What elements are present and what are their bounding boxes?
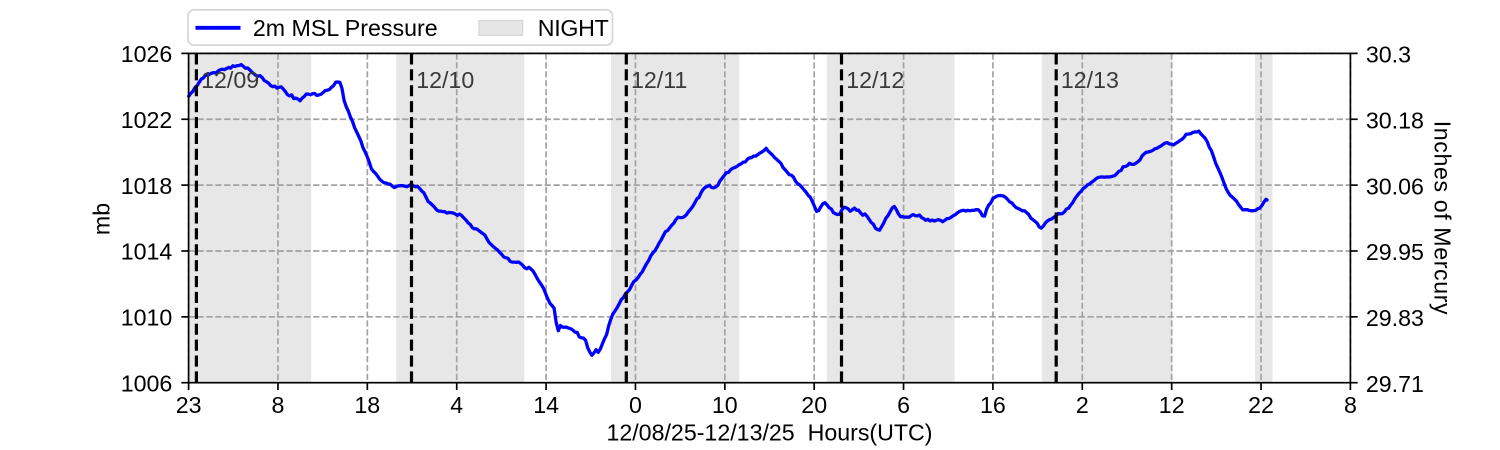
svg-text:Inches of Mercury: Inches of Mercury [1430, 121, 1456, 315]
svg-text:12/12: 12/12 [846, 67, 904, 93]
svg-text:1006: 1006 [121, 370, 173, 396]
svg-text:1026: 1026 [121, 41, 173, 67]
svg-text:12/10: 12/10 [416, 67, 474, 93]
svg-text:1014: 1014 [121, 239, 173, 265]
svg-text:6: 6 [897, 392, 910, 418]
svg-text:18: 18 [354, 392, 380, 418]
svg-text:10: 10 [712, 392, 738, 418]
svg-text:12/09: 12/09 [201, 67, 259, 93]
svg-text:16: 16 [980, 392, 1006, 418]
svg-text:23: 23 [176, 392, 202, 418]
svg-text:4: 4 [450, 392, 463, 418]
svg-text:12: 12 [1159, 392, 1185, 418]
svg-text:12/08/25-12/13/25 Hours(UTC): 12/08/25-12/13/25 Hours(UTC) [606, 420, 932, 446]
svg-text:1010: 1010 [121, 305, 173, 331]
svg-text:NIGHT: NIGHT [538, 15, 609, 41]
svg-text:2: 2 [1076, 392, 1089, 418]
svg-text:12/11: 12/11 [631, 67, 687, 93]
svg-text:8: 8 [1344, 392, 1357, 418]
svg-text:2m MSL Pressure: 2m MSL Pressure [253, 15, 438, 41]
svg-text:0: 0 [629, 392, 642, 418]
svg-text:12/13: 12/13 [1061, 67, 1119, 93]
svg-text:1018: 1018 [121, 173, 173, 199]
svg-text:30.18: 30.18 [1366, 108, 1424, 134]
svg-text:1022: 1022 [121, 107, 173, 133]
svg-text:20: 20 [801, 392, 827, 418]
svg-text:29.83: 29.83 [1366, 305, 1424, 331]
svg-text:22: 22 [1248, 392, 1274, 418]
svg-text:30.06: 30.06 [1366, 173, 1424, 199]
svg-text:29.95: 29.95 [1366, 239, 1424, 265]
svg-text:8: 8 [272, 392, 285, 418]
svg-text:29.71: 29.71 [1366, 371, 1424, 397]
svg-text:mb: mb [89, 203, 115, 235]
svg-text:14: 14 [533, 392, 559, 418]
svg-text:30.3: 30.3 [1366, 42, 1411, 68]
